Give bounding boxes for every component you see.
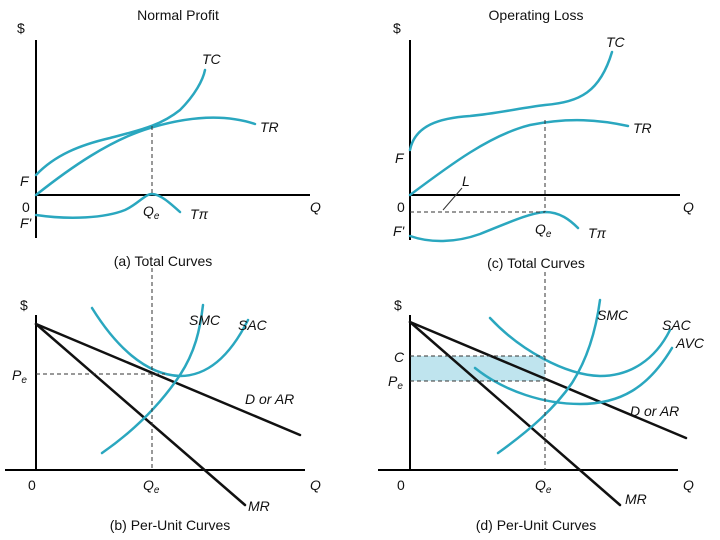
panel-d-qe-q: Q — [535, 477, 546, 493]
panel-b-pe-label: Pe — [12, 367, 27, 386]
caption-a: (a) Total Curves — [114, 253, 213, 269]
panel-b-dar-label: D or AR — [245, 391, 294, 407]
panel-b-qe-sub: e — [154, 485, 160, 496]
panel-c-tpi-label: Tπ — [588, 225, 607, 241]
panel-b-mr-line — [34, 322, 247, 507]
panel-b-sac-label: SAC — [238, 317, 268, 333]
panel-b-qe-label: Qe — [143, 477, 160, 496]
panel-c-tpi-curve — [408, 210, 580, 243]
panel-c-total-curves: $ Q 0 F F' TC TR Tπ L Qe — [393, 20, 694, 243]
panel-c-qe-q: Q — [535, 221, 546, 237]
panel-b-qe-q: Q — [143, 477, 154, 493]
title-normal-profit: Normal Profit — [137, 7, 219, 23]
panel-a-tpi-curve — [34, 192, 182, 219]
panel-a-origin: 0 — [22, 199, 30, 215]
panel-c-tr-curve — [408, 118, 630, 197]
panel-d-avc-curve — [473, 346, 674, 406]
panel-d-c-label: C — [394, 349, 405, 365]
panel-c-tr-label: TR — [633, 120, 652, 136]
panel-a-total-curves: $ Q 0 F F' TC TR Tπ Qe — [17, 20, 321, 238]
panel-a-tc-label: TC — [202, 51, 222, 67]
panel-a-f-label: F — [20, 173, 30, 189]
panel-c-l-label: L — [462, 173, 470, 189]
panel-d-qe-sub: e — [546, 485, 552, 496]
panel-b-pe-p: P — [12, 367, 22, 383]
panel-c-dollar-label: $ — [393, 20, 401, 36]
panel-a-tr-label: TR — [260, 119, 279, 135]
panel-b-dollar-label: $ — [20, 297, 28, 313]
panel-d-smc-label: SMC — [597, 307, 629, 323]
panel-b-per-unit-curves: $ Q 0 D or AR MR SMC SAC Pe Qe — [5, 268, 321, 514]
panel-c-fprime-label: F' — [393, 223, 406, 239]
panel-d-pe-label: Pe — [388, 373, 403, 392]
panel-b-mr-label: MR — [248, 498, 270, 514]
panel-a-qe-q: Q — [143, 203, 154, 219]
panel-d-dollar-label: $ — [394, 297, 402, 313]
panel-a-q-label: Q — [310, 199, 321, 215]
panel-a-tpi-pi: π — [199, 206, 209, 222]
panel-c-l-pointer — [442, 187, 463, 211]
panel-a-qe-label: Qe — [143, 203, 160, 222]
panel-a-tr-curve — [34, 116, 257, 197]
panel-c-tc-curve — [408, 50, 614, 152]
panel-d-avc-label: AVC — [675, 335, 705, 351]
panel-a-tc-curve — [34, 68, 207, 177]
panel-b-demand-line — [34, 322, 302, 437]
panel-d-mr-label: MR — [625, 491, 647, 507]
panel-d-q-label: Q — [683, 477, 694, 493]
panel-c-qe-label: Qe — [535, 221, 552, 240]
panel-c-tc-label: TC — [606, 34, 626, 50]
panel-c-f-label: F — [395, 150, 405, 166]
panel-a-dollar-label: $ — [17, 20, 25, 36]
panel-b-sac-curve — [90, 306, 250, 378]
caption-c: (c) Total Curves — [487, 255, 585, 271]
panel-a-tpi-t: T — [190, 206, 200, 222]
panel-d-smc-curve — [496, 298, 602, 455]
panel-d-sac-curve — [488, 316, 672, 378]
panel-c-tpi-pi: π — [597, 225, 607, 241]
panel-d-demand-line — [408, 320, 688, 440]
panel-a-tpi-label: Tπ — [190, 206, 209, 222]
caption-b: (b) Per-Unit Curves — [110, 517, 231, 533]
panel-c-qe-sub: e — [546, 229, 552, 240]
panel-b-smc-label: SMC — [189, 312, 221, 328]
panel-d-pe-p: P — [388, 373, 398, 389]
panel-b-pe-sub: e — [21, 375, 27, 386]
caption-d: (d) Per-Unit Curves — [476, 517, 597, 533]
panel-d-mr-line — [408, 320, 622, 507]
panel-c-tpi-t: T — [588, 225, 598, 241]
panel-d-pe-sub: e — [397, 381, 403, 392]
panel-c-origin: 0 — [397, 199, 405, 215]
panel-b-q-label: Q — [310, 477, 321, 493]
panel-b-origin: 0 — [28, 477, 36, 493]
title-operating-loss: Operating Loss — [489, 7, 584, 23]
panel-a-qe-sub: e — [154, 211, 160, 222]
panel-d-dar-label: D or AR — [630, 403, 679, 419]
panel-d-origin: 0 — [397, 477, 405, 493]
panel-a-fprime-label: F' — [20, 215, 33, 231]
panel-d-sac-label: SAC — [662, 317, 692, 333]
panel-d-per-unit-curves: $ Q 0 D or AR MR SMC SAC AVC C Pe Qe — [378, 272, 705, 507]
panel-d-qe-label: Qe — [535, 477, 552, 496]
panel-c-q-label: Q — [683, 199, 694, 215]
